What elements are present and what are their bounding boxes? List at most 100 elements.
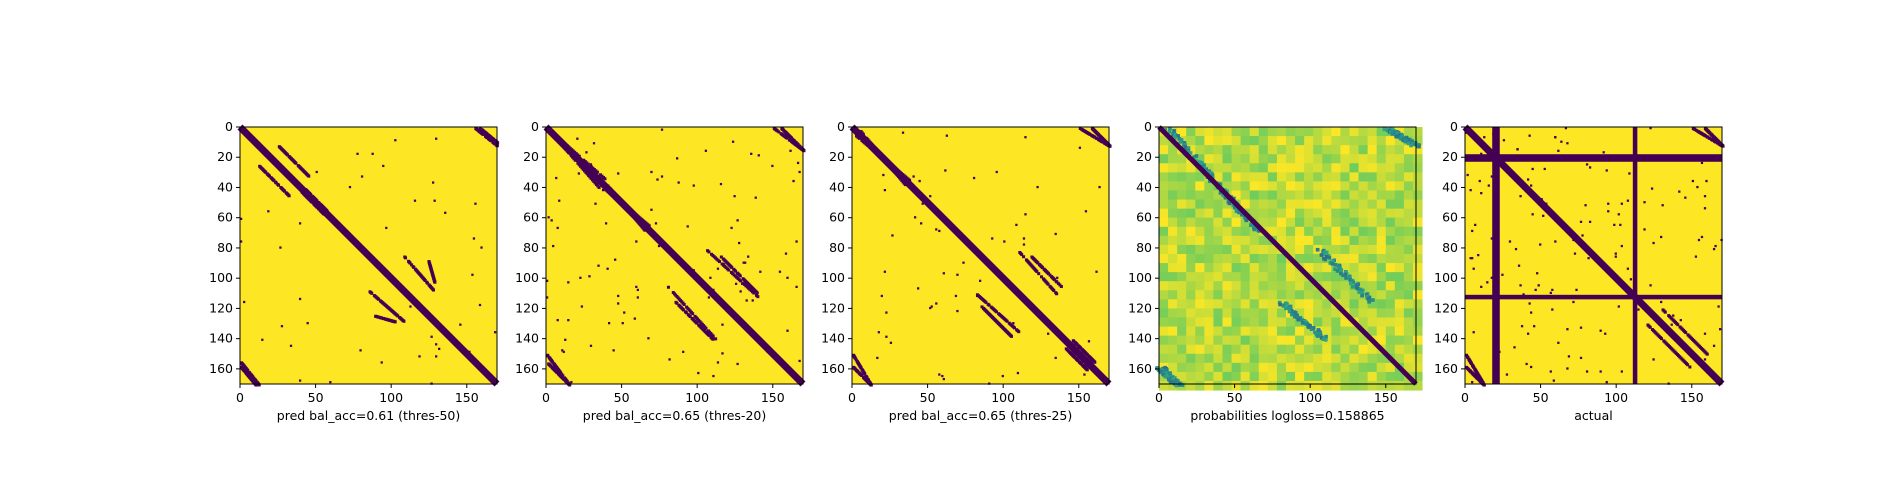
heatmap-cell	[601, 188, 605, 192]
heatmap-cell	[1249, 380, 1260, 391]
heatmap-cell	[1231, 235, 1242, 246]
heatmap-cell	[1403, 353, 1414, 364]
y-tick-label: 160	[515, 361, 539, 376]
heatmap-cell	[1403, 145, 1414, 155]
heatmap-cell	[496, 141, 500, 145]
heatmap-cell	[1195, 217, 1205, 228]
heatmap-cell	[1204, 362, 1214, 373]
heatmap-cell	[792, 179, 795, 183]
heatmap-cell	[1003, 240, 1006, 243]
heatmap-cell	[1412, 353, 1423, 364]
heatmap-cell	[1295, 281, 1305, 291]
heatmap-cell	[1222, 127, 1233, 137]
heatmap-cell	[1340, 362, 1350, 373]
heatmap-hband	[1465, 154, 1722, 162]
heatmap-cell	[1394, 235, 1405, 246]
heatmap-cell	[1412, 154, 1423, 164]
panel-pred25: 0 50 100 150 0 20 40 60 80 100 120 140 160 pred bal_a…	[821, 119, 1112, 423]
heatmap-cell	[1289, 309, 1294, 313]
heatmap-cell	[1249, 308, 1260, 318]
heatmap-cell	[1637, 308, 1640, 311]
heatmap-cell	[771, 164, 774, 168]
heatmap-cell	[1022, 255, 1026, 259]
heatmap-cell	[289, 344, 293, 347]
y-tick-label: 100	[515, 270, 539, 285]
x-tick-label: 0	[236, 390, 244, 405]
heatmap-cell	[298, 222, 302, 225]
heatmap-cell	[709, 276, 712, 279]
heatmap-cell	[1231, 190, 1242, 201]
heatmap-cell	[1295, 127, 1305, 137]
heatmap-cell	[1349, 299, 1360, 309]
heatmap-cell	[1276, 281, 1287, 291]
heatmap-cell	[1204, 145, 1214, 155]
heatmap-cell	[786, 329, 789, 332]
heatmap-cell	[1195, 226, 1205, 237]
heatmap-cell	[1267, 362, 1278, 373]
heatmap-cell	[877, 331, 880, 334]
heatmap-cell	[1168, 253, 1178, 264]
heatmap-cell	[1322, 308, 1332, 318]
heatmap-cell	[1358, 299, 1369, 309]
panel-probabilities: 0 50 100 150 0 20 40 60 80 100 120 140 160 probabilit…	[1128, 119, 1423, 423]
heatmap-cell	[1319, 253, 1324, 257]
y-tick-label: 0	[1450, 119, 1458, 134]
heatmap-cell	[1367, 226, 1378, 237]
heatmap-cell	[1403, 290, 1414, 300]
heatmap-cell	[1240, 362, 1251, 373]
panel-actual: 0 50 100 150 0 20 40 60 80 100 120 140 160 actual	[1434, 119, 1725, 423]
heatmap-cell	[1385, 299, 1396, 309]
heatmap-cell	[1697, 238, 1701, 242]
heatmap-cell	[1258, 380, 1269, 391]
heatmap-cell	[597, 264, 600, 267]
heatmap-cell	[431, 288, 436, 292]
heatmap-cell	[1331, 199, 1341, 210]
heatmap-cell	[1177, 344, 1187, 355]
heatmap-cell	[1285, 172, 1296, 182]
heatmap-cell	[631, 215, 636, 219]
heatmap-cell	[1195, 335, 1205, 346]
heatmap-cell	[1159, 154, 1169, 164]
heatmap-cell	[1195, 308, 1205, 318]
heatmap-cell	[798, 359, 801, 363]
heatmap-cell	[1016, 371, 1020, 375]
heatmap-cell	[1331, 208, 1341, 219]
heatmap-cell	[1620, 370, 1623, 373]
heatmap-cell	[1188, 151, 1193, 155]
heatmap-cell	[1385, 380, 1396, 391]
heatmap-cell	[1403, 253, 1414, 264]
heatmap-cell	[1349, 344, 1360, 355]
heatmap-cell	[1177, 190, 1187, 201]
heatmap-cell	[555, 134, 559, 138]
heatmap-cell	[1349, 272, 1360, 282]
heatmap-cell	[1483, 136, 1486, 139]
heatmap-cell	[1376, 181, 1387, 191]
heatmap-cell	[1168, 154, 1178, 164]
heatmap-cell	[1360, 288, 1365, 293]
heatmap-cell	[1304, 299, 1314, 309]
heatmap-cell	[1466, 128, 1470, 132]
heatmap-cell	[1385, 317, 1396, 328]
heatmap-cell	[1252, 227, 1257, 232]
heatmap-cell	[1195, 172, 1205, 182]
heatmap-cell	[1195, 344, 1205, 355]
heatmap-cell	[1186, 127, 1196, 137]
heatmap-cell	[1295, 253, 1305, 264]
heatmap-cell	[1540, 198, 1543, 201]
heatmap-cell	[1376, 353, 1387, 364]
heatmap-cell	[1394, 145, 1405, 155]
heatmap-cell	[874, 147, 878, 151]
heatmap-cell	[1602, 151, 1605, 154]
heatmap-cell	[1313, 253, 1323, 264]
x-tick-label: 50	[614, 390, 630, 405]
heatmap-cell	[719, 182, 723, 186]
heatmap-cell	[1376, 362, 1387, 373]
heatmap-cell	[1519, 284, 1522, 287]
heatmap-cell	[1195, 299, 1205, 309]
heatmap-cell	[1557, 341, 1560, 344]
heatmap-cell	[1322, 190, 1332, 201]
heatmap-cell	[1304, 326, 1314, 337]
heatmap-cell	[1195, 127, 1205, 137]
heatmap-cell	[1231, 208, 1242, 219]
heatmap-cell	[1213, 145, 1223, 155]
